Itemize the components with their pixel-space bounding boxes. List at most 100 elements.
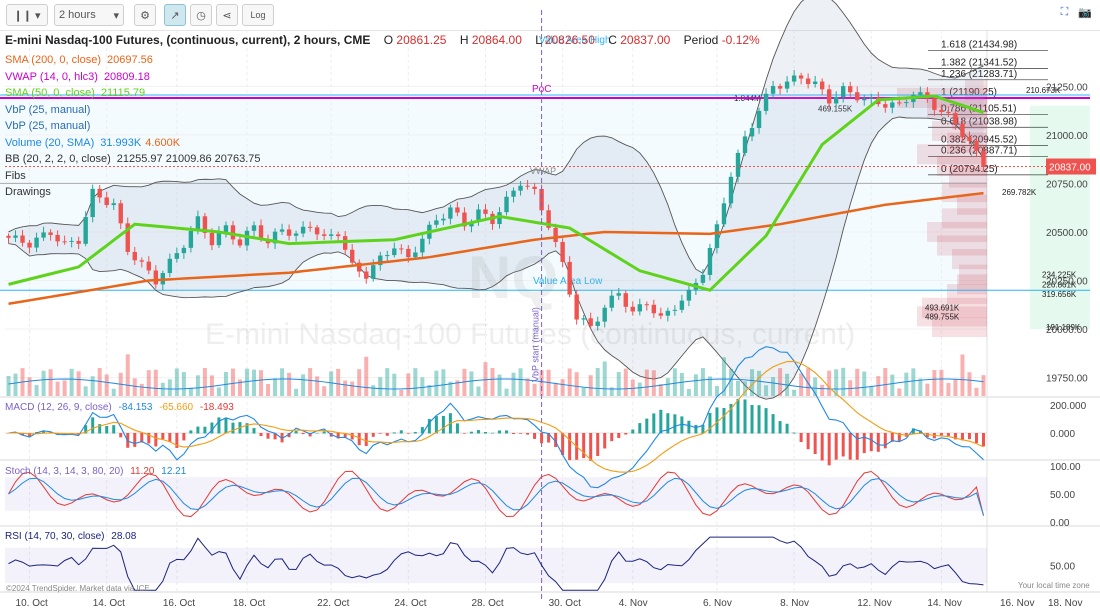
macd-hist-bar [399,430,403,434]
candle-body [897,102,902,104]
fib-label: 0 (20794.25) [941,164,998,175]
macd-hist-bar [245,423,249,434]
crosshair-tool-button[interactable]: ↗ [164,4,186,26]
legend-row[interactable]: VbP (25, manual) [5,118,261,135]
macd-hist-bar [813,433,817,455]
volume-bar [679,372,684,396]
volume-bar [644,369,649,396]
volume-bar [188,387,193,396]
legend-row[interactable]: SMA (50, 0, close) 21115.79 [5,85,261,102]
candle-body [455,207,460,213]
macd-hist-bar [498,430,502,434]
log-scale-button[interactable]: Log [242,4,274,26]
date-tick-label: 28. Oct [471,598,503,609]
candle-body [41,232,46,238]
legend-row[interactable]: BB (20, 2, 2, 0, close) 21255.97 21009.86… [5,151,261,168]
volume-bar [104,374,109,396]
volume-bar [371,385,376,396]
volume-bar [139,383,144,396]
macd-hist-bar [224,417,228,434]
volume-bar [757,370,762,396]
legend-row[interactable]: Volume (20, SMA) 31.993K 4.600K [5,135,261,152]
volume-bar [714,386,719,396]
vbp-label: 226.861K [1042,280,1077,289]
macd-hist-bar [196,426,200,434]
volume-bar [160,382,165,396]
macd-hist-bar [666,413,670,434]
volume-bar [497,374,502,396]
candles-icon: ❙❙ ▾ [13,9,41,22]
macd-hist-bar [820,433,824,461]
volume-bar [476,386,481,396]
volume-bar [602,361,607,396]
date-tick-label: 8. Nov [780,598,809,609]
candle-body [335,234,341,237]
candle-body [223,225,229,232]
volume-bar [728,368,733,396]
camera-icon[interactable]: 📷 [1078,7,1092,19]
volume-bar [301,374,306,396]
macd-hist-bar [462,433,466,434]
legend-row[interactable]: Drawings [5,184,261,201]
candle-body [553,227,558,242]
poc-label: PoC [532,84,551,95]
log-label: Log [250,10,266,20]
candle-body [279,229,285,232]
macd-hist-bar [708,412,712,434]
volume-bar [322,386,327,396]
candle-body [932,98,937,110]
macd-hist-bar [771,414,775,434]
candle-body [770,86,776,94]
history-button[interactable]: ◷ [190,4,212,26]
drawing-tool-button[interactable]: ⋖ [216,4,238,26]
legend-row[interactable]: SMA (200, 0, close) 20697.56 [5,52,261,69]
macd-hist-bar [168,433,172,443]
sma50-line [8,94,984,292]
macd-hist-bar [91,417,95,434]
candle-body [777,86,783,89]
volume-bar [813,377,818,396]
legend-row[interactable]: VbP (25, manual) [5,102,261,119]
macd-hist-bar [175,433,179,448]
volume-bar [511,372,516,396]
price-tick-label: 21000.00 [1046,131,1088,142]
macd-hist-bar [21,433,25,436]
candle-body [20,235,25,243]
macd-hist-bar [694,424,698,434]
vbp-label: 319.656K [1042,290,1077,299]
candle-body [511,190,516,197]
macd-axis-label: 0.000 [1050,429,1075,440]
vbp-bar [937,235,987,256]
volume-bar [623,368,628,396]
chart-type-dropdown[interactable]: ❙❙ ▾ [6,4,48,26]
macd-hist-bar [434,416,438,434]
volume-bar [897,388,902,396]
macd-hist-bar [378,433,382,434]
fullscreen-icon[interactable]: ⛶ [1060,6,1069,18]
candle-body [946,111,951,114]
macd-hist-bar [357,433,361,446]
volume-bar [553,382,558,396]
volume-bar [378,377,383,396]
volume-bar [792,389,797,396]
rsi-band [5,547,987,584]
volume-bar [343,380,348,396]
candle-body [798,75,804,79]
stoch-axis-label: 0.00 [1050,518,1070,529]
macd-hist-bar [967,433,971,440]
interval-dropdown[interactable]: 2 hours ▾ [54,4,124,26]
candle-body [707,247,713,275]
macd-hist-bar [385,433,389,436]
fib-label: 0.786 (21105.51) [941,103,1016,114]
candle-body [202,216,208,233]
price-badge: 20837.00 [1049,163,1091,174]
candle-body [413,252,418,258]
settings-button[interactable]: ⚙ [134,4,156,26]
volume-bar [280,368,285,396]
legend-row[interactable]: VWAP (14, 0, hlc3) 20809.18 [5,69,261,86]
legend-row[interactable]: Fibs [5,168,261,185]
volume-bar [252,369,257,396]
candle-body [272,231,278,244]
vwap-label: VWAP [530,166,556,176]
